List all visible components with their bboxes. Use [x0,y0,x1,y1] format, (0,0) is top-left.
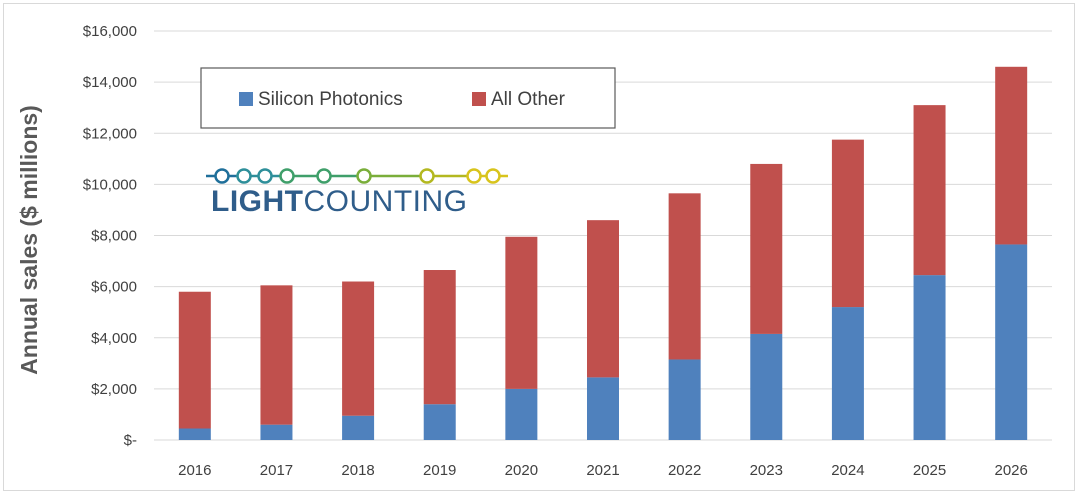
y-tick-label: $16,000 [83,23,137,40]
x-tick-label: 2016 [178,462,211,479]
bars [178,66,1028,440]
x-tick-label: 2021 [586,462,619,479]
bar-silicon-photonics-2023 [750,333,783,440]
x-tick-label: 2018 [341,462,374,479]
bar-all-other-2023 [750,163,783,334]
x-axis-ticks: 2016 2017 2018 2019 2020 2021 2022 2023 2024 2025… [178,462,1028,479]
x-tick-label: 2022 [668,462,701,479]
bar-silicon-photonics-2017 [260,424,293,440]
y-tick-label: $4,000 [91,330,137,347]
bar-silicon-photonics-2025 [913,275,946,440]
chart-frame: $- $2,000 $4,000 $6,000 $8,000 $10,000 $12,000… [3,3,1075,491]
legend-label-silicon-photonics: Silicon Photonics [258,89,403,110]
bar-all-other-2021 [587,220,619,378]
bar-all-other-2025 [913,105,946,276]
x-tick-label: 2020 [505,462,538,479]
bar-silicon-photonics-2019 [423,404,456,440]
y-tick-label: $8,000 [91,228,137,245]
bar-silicon-photonics-2021 [587,377,619,440]
logo-chain-node [356,168,372,184]
logo-text-light: LIGHT [211,185,304,218]
bar-all-other-2024 [831,139,864,308]
logo-chain-node [485,168,501,184]
x-tick-label: 2019 [423,462,456,479]
bar-all-other-2022 [668,193,701,360]
bar-all-other-2020 [505,236,538,389]
logo-chain-node [316,168,332,184]
y-tick-label: $- [124,432,137,449]
bar-all-other-2017 [260,285,293,425]
logo-chain-node [236,168,252,184]
logo-text-counting: COUNTING [304,185,468,218]
bar-chart: $- $2,000 $4,000 $6,000 $8,000 $10,000 $12,000… [16,23,1052,479]
bar-all-other-2018 [342,281,375,416]
x-tick-label: 2017 [260,462,293,479]
x-tick-label: 2026 [994,462,1027,479]
legend-swatch-all-other [472,92,486,106]
bar-silicon-photonics-2018 [342,415,375,440]
legend: Silicon Photonics All Other [200,67,616,129]
x-tick-label: 2024 [831,462,864,479]
y-tick-label: $12,000 [83,125,137,142]
legend-label-all-other: All Other [491,89,566,110]
bar-silicon-photonics-2024 [831,307,864,440]
x-tick-label: 2025 [913,462,946,479]
y-tick-label: $10,000 [83,176,137,193]
logo-chain-graphic [206,168,508,184]
bar-silicon-photonics-2016 [178,428,211,440]
bar-silicon-photonics-2022 [668,359,701,440]
y-tick-label: $14,000 [83,74,137,91]
logo-chain-node [257,168,273,184]
y-axis-label: Annual sales ($ millions) [16,105,42,375]
y-tick-label: $6,000 [91,279,137,296]
bar-silicon-photonics-2026 [995,244,1028,440]
x-tick-label: 2023 [750,462,783,479]
legend-swatch-silicon-photonics [239,92,253,106]
y-tick-label: $2,000 [91,381,137,398]
logo-chain-node [214,168,230,184]
logo-chain-node [419,168,435,184]
bar-all-other-2016 [178,291,211,429]
logo-wordmark: LIGHTCOUNTING [211,185,468,218]
logo-chain-node [279,168,295,184]
y-axis-ticks: $- $2,000 $4,000 $6,000 $8,000 $10,000 $12,000… [83,23,137,449]
lightcounting-logo: LIGHTCOUNTING [206,168,508,218]
bar-all-other-2026 [995,66,1028,245]
bar-silicon-photonics-2020 [505,388,538,440]
logo-chain-node [466,168,482,184]
bar-all-other-2019 [423,270,456,405]
